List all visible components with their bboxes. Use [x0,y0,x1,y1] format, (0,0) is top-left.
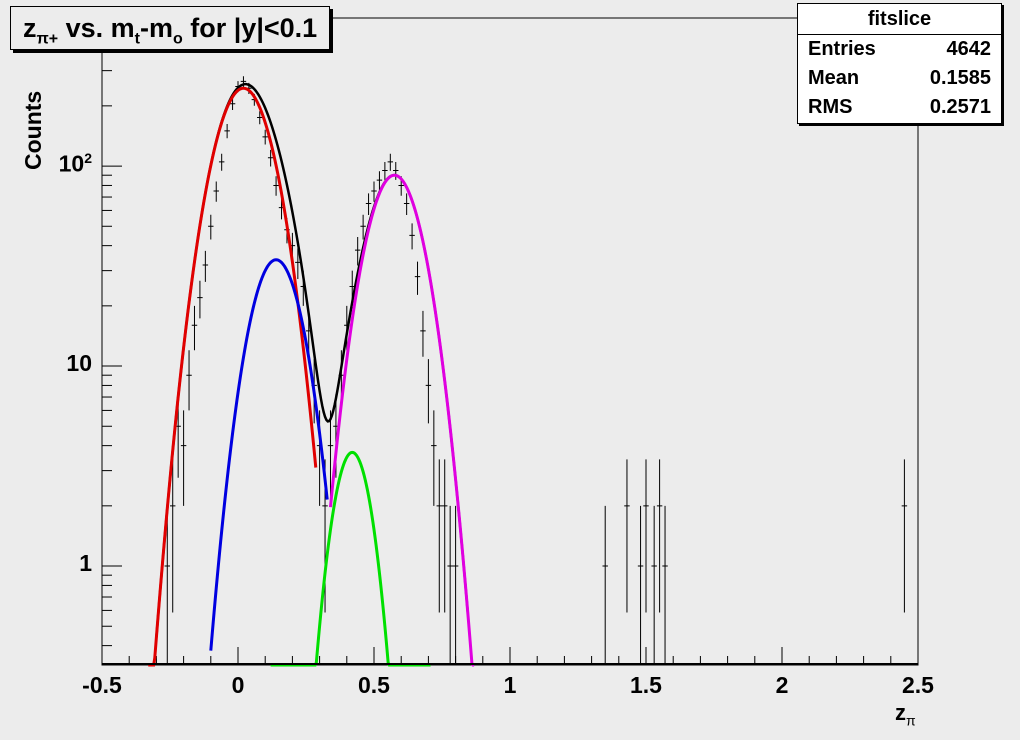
stats-value: 0.1585 [929,67,991,89]
stats-box: fitslice Entries 4642 Mean 0.1585 RMS 0.… [797,3,1002,124]
x-tick-label: 2 [775,672,789,698]
stats-label: Mean [808,67,860,89]
x-tick-label: 0 [231,672,245,698]
stats-row-entries: Entries 4642 [798,35,1001,64]
x-tick-label: -0.5 [82,672,122,698]
x-tick-label: 1 [503,672,517,698]
y-tick-label: 1 [79,550,92,577]
y-tick-label: 10 [66,350,92,377]
stats-value: 4642 [946,38,992,60]
stats-title: fitslice [798,4,1001,35]
gauss-component-curve-1 [148,86,318,667]
x-axis-label: zπ [895,700,916,729]
x-tick-label: 1.5 [630,672,662,698]
gauss-component-curve-4 [328,173,475,667]
stats-label: RMS [808,96,853,118]
gauss-component-curve-2 [209,258,329,651]
stats-label: Entries [808,38,876,60]
stats-row-rms: RMS 0.2571 [798,93,1001,122]
plot-frame [101,17,919,666]
x-tick-label: 0.5 [358,672,390,698]
x-tick-label: 2.5 [902,672,934,698]
chart-title: zπ+ vs. mt-mo for |y|<0.1 [10,6,331,50]
y-tick-label: 102 [58,150,92,177]
stats-value: 0.2571 [929,96,991,118]
stats-row-mean: Mean 0.1585 [798,64,1001,93]
